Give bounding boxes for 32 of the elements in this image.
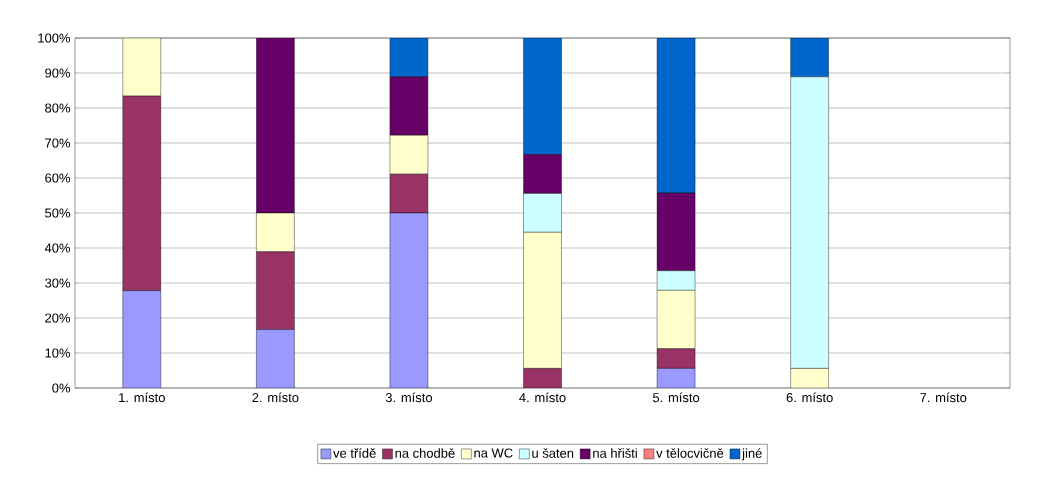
x-tick-label: 6. místo — [786, 392, 833, 403]
y-tick-label: 70% — [45, 138, 71, 148]
legend-label: na WC — [474, 448, 513, 458]
bar — [122, 95, 161, 291]
legend-label: na chodbě — [395, 448, 455, 458]
x-tick-label: 5. místo — [652, 392, 700, 403]
y-tick-label: 50% — [45, 208, 71, 218]
bar — [256, 251, 295, 330]
bar — [656, 348, 696, 369]
legend-label: ve třídě — [333, 448, 376, 458]
x-tick-label: 1. místo — [119, 392, 165, 403]
x-tick-label: 3. místo — [385, 392, 433, 403]
y-tick-label: 60% — [45, 173, 71, 183]
y-tick-label: 10% — [45, 348, 71, 358]
legend-label: na hřišti — [593, 448, 637, 458]
y-tick-label: 80% — [45, 103, 71, 113]
legend-label: jiné — [741, 448, 762, 461]
y-tick-label: 100% — [38, 33, 71, 43]
legend-label: v tělocvičně — [656, 448, 724, 458]
x-tick-label: 2. místo — [252, 392, 299, 403]
y-tick-label: 90% — [45, 68, 71, 78]
y-tick-label: 20% — [45, 313, 71, 323]
bar — [256, 329, 295, 388]
x-tick-label: 7. místo — [920, 392, 967, 403]
y-tick-label: 0% — [52, 383, 71, 393]
x-tick-label: 4. místo — [519, 392, 566, 403]
legend-label: u šaten — [532, 448, 574, 458]
bar — [122, 290, 161, 388]
y-tick-label: 30% — [45, 278, 71, 288]
bar — [389, 173, 429, 214]
y-tick-label: 40% — [44, 243, 71, 253]
bar — [389, 212, 429, 388]
